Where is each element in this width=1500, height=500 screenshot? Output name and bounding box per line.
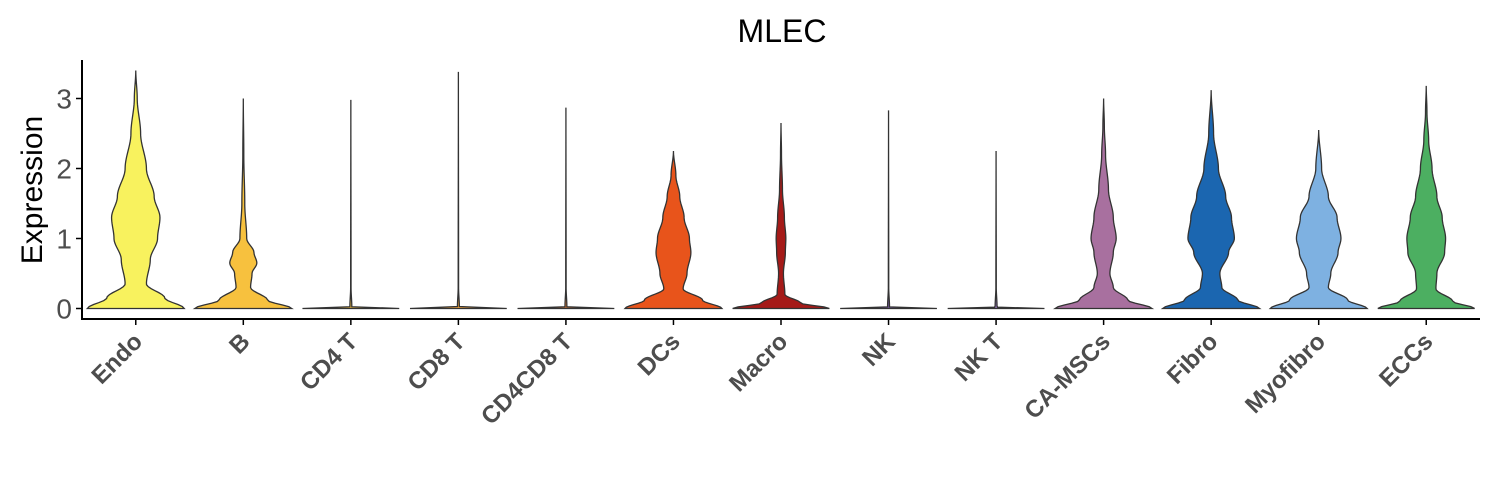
- y-axis-ticks: 0 1 2 3: [56, 84, 82, 325]
- x-tick-label: Fibro: [1162, 328, 1224, 390]
- x-tick-label: NK T: [950, 328, 1009, 387]
- x-tick-label: CA-MSCs: [1019, 328, 1115, 424]
- violin-cd8-t: [409, 71, 507, 310]
- violin-dcs: [623, 150, 724, 310]
- y-tick-label: 1: [56, 224, 72, 255]
- y-axis-label: Expression: [16, 116, 49, 264]
- violin-macro: [732, 123, 830, 310]
- violin-cd4cd8-t: [517, 107, 615, 310]
- violin-nk: [840, 110, 937, 310]
- violin-eccs: [1377, 85, 1475, 310]
- violin-fibro: [1160, 90, 1262, 310]
- violin-b: [192, 98, 294, 310]
- y-tick-label: 2: [56, 154, 72, 185]
- x-tick-label: CD4CD8 T: [476, 328, 578, 430]
- violin-endo: [85, 70, 186, 310]
- x-tick-label: Macro: [724, 328, 793, 397]
- x-tick-label: Myofibro: [1240, 328, 1331, 419]
- x-tick-label: CD8 T: [403, 328, 471, 396]
- violin-cd4-t: [302, 99, 400, 310]
- x-tick-label: NK: [857, 328, 901, 372]
- x-tick-label: CD4 T: [295, 328, 363, 396]
- violin-ca-mscs: [1053, 98, 1155, 310]
- x-tick-label: DCs: [633, 328, 686, 381]
- x-tick-label: B: [224, 328, 255, 359]
- y-tick-label: 3: [56, 84, 72, 115]
- x-tick-label: Endo: [86, 328, 148, 390]
- x-tick-label: ECCs: [1374, 328, 1438, 392]
- x-axis-ticks: Endo B CD4 T CD8 T CD4CD8 T DCs Macro NK NK T CA-…: [86, 319, 1438, 430]
- violin-myofibro: [1268, 129, 1369, 310]
- chart-title: MLEC: [738, 13, 827, 49]
- y-tick-label: 0: [56, 294, 72, 325]
- violin-nk-t: [947, 151, 1045, 310]
- violin-layer: [85, 70, 1475, 310]
